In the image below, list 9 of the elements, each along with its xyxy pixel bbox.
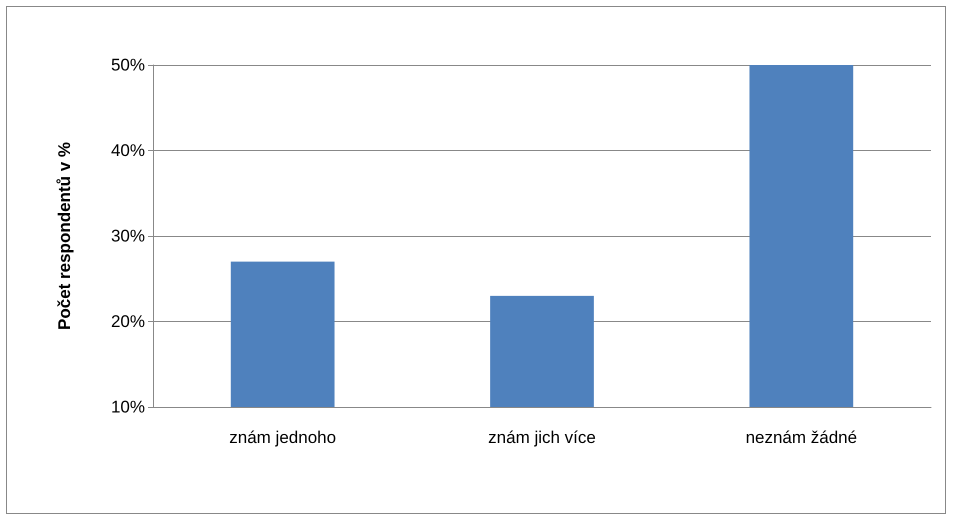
- y-tick-label: 20%: [110, 312, 145, 331]
- y-tick-label: 30%: [110, 226, 145, 246]
- x-tick-label: neznám žádné: [746, 428, 858, 447]
- y-tick-label: 40%: [110, 141, 145, 160]
- y-axis-title: Počet respondentů v %: [55, 142, 74, 330]
- y-tick-label: 10%: [110, 398, 145, 416]
- y-tick-label: 50%: [110, 56, 145, 74]
- x-tick-label: znám jednoho: [229, 428, 336, 447]
- x-tick-label: znám jich více: [488, 428, 596, 447]
